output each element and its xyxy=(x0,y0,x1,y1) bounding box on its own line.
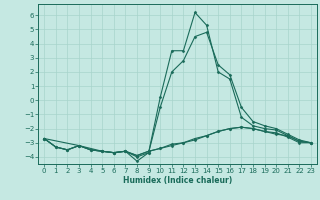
X-axis label: Humidex (Indice chaleur): Humidex (Indice chaleur) xyxy=(123,176,232,185)
